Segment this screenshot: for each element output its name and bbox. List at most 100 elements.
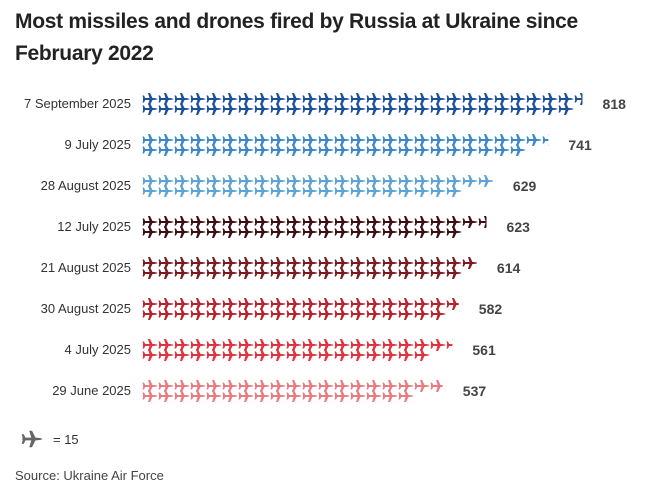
plane-icon bbox=[190, 257, 206, 269]
plane-icon bbox=[334, 144, 350, 156]
plane-icon bbox=[174, 144, 190, 156]
plane-icon bbox=[446, 175, 462, 187]
plane-icon bbox=[398, 216, 414, 228]
plane-icon bbox=[350, 349, 366, 361]
plane-icon bbox=[158, 257, 174, 269]
plane-icon bbox=[446, 144, 462, 156]
plane-icon bbox=[270, 175, 286, 187]
plane-icon bbox=[382, 349, 398, 361]
plane-icon bbox=[206, 93, 222, 105]
plane-icon bbox=[350, 267, 366, 279]
category-label: 4 July 2025 bbox=[65, 342, 132, 357]
plane-icon bbox=[350, 380, 366, 392]
plane-icon bbox=[334, 349, 350, 361]
plane-icon bbox=[398, 298, 414, 310]
plane-icon bbox=[382, 216, 398, 228]
plane-icon bbox=[270, 103, 286, 115]
category-label: 7 September 2025 bbox=[24, 96, 131, 111]
plane-icon bbox=[254, 144, 270, 156]
plane-icon bbox=[190, 380, 206, 392]
plane-icon bbox=[238, 298, 254, 310]
plane-icon bbox=[142, 390, 158, 402]
value-label: 623 bbox=[507, 219, 531, 235]
plane-icon bbox=[494, 144, 510, 156]
plane-icon bbox=[446, 257, 462, 269]
plane-icon bbox=[558, 93, 574, 105]
plane-icon bbox=[206, 267, 222, 279]
plane-icon bbox=[270, 93, 286, 105]
plane-icon bbox=[190, 339, 206, 351]
plane-icon bbox=[238, 216, 254, 228]
plane-icon bbox=[206, 103, 222, 115]
plane-icon bbox=[430, 298, 446, 310]
plane-icon bbox=[254, 390, 270, 402]
plane-icon bbox=[510, 93, 526, 105]
plane-icon bbox=[174, 93, 190, 105]
plane-icon bbox=[462, 216, 478, 228]
plane-icon bbox=[222, 308, 238, 320]
plane-icon bbox=[174, 308, 190, 320]
plane-icon bbox=[174, 267, 190, 279]
plane-icon bbox=[366, 185, 382, 197]
plane-icon bbox=[158, 134, 174, 146]
plane-icon bbox=[190, 298, 206, 310]
plane-icon bbox=[238, 185, 254, 197]
plane-icon bbox=[414, 103, 430, 115]
plane-icon bbox=[398, 226, 414, 238]
plane-icon bbox=[366, 380, 382, 392]
plane-icon bbox=[382, 103, 398, 115]
plane-icon bbox=[238, 390, 254, 402]
plane-icon bbox=[222, 257, 238, 269]
plane-icon bbox=[350, 257, 366, 269]
plane-icon bbox=[350, 185, 366, 197]
plane-icon bbox=[334, 134, 350, 146]
plane-icon bbox=[206, 380, 222, 392]
plane-icon bbox=[446, 134, 462, 146]
plane-icon bbox=[334, 185, 350, 197]
plane-icon bbox=[446, 93, 462, 105]
plane-icon bbox=[494, 103, 510, 115]
plane-icon bbox=[286, 339, 302, 351]
plane-icon bbox=[206, 349, 222, 361]
plane-icon bbox=[190, 226, 206, 238]
plane-icon bbox=[270, 390, 286, 402]
plane-icon bbox=[158, 267, 174, 279]
plane-icon bbox=[382, 144, 398, 156]
plane-icon bbox=[398, 175, 414, 187]
plane-icon bbox=[302, 103, 318, 115]
plane-icon bbox=[430, 103, 446, 115]
plane-icon bbox=[206, 144, 222, 156]
plane-icon bbox=[398, 185, 414, 197]
plane-icon bbox=[430, 267, 446, 279]
plane-icon bbox=[446, 298, 459, 310]
plane-icon bbox=[302, 349, 318, 361]
plane-icon bbox=[174, 380, 190, 392]
plane-icon bbox=[142, 144, 158, 156]
plane-icon bbox=[286, 93, 302, 105]
plane-icon bbox=[414, 93, 430, 105]
category-label: 12 July 2025 bbox=[57, 219, 131, 234]
plane-icon bbox=[206, 185, 222, 197]
plane-icon bbox=[142, 339, 158, 351]
plane-icon bbox=[174, 390, 190, 402]
plane-icon bbox=[414, 339, 430, 351]
plane-icon bbox=[318, 380, 334, 392]
bar-row: 12 July 2025 623 bbox=[57, 216, 530, 238]
plane-icon bbox=[142, 226, 158, 238]
plane-icon bbox=[238, 339, 254, 351]
plane-icon bbox=[446, 226, 462, 238]
plane-icon bbox=[366, 134, 382, 146]
plane-icon bbox=[478, 134, 494, 146]
category-label: 21 August 2025 bbox=[41, 260, 131, 275]
plane-icon bbox=[382, 134, 398, 146]
plane-icon bbox=[286, 185, 302, 197]
plane-icon bbox=[270, 267, 286, 279]
bar-row: 7 September 2025 818 bbox=[24, 93, 626, 115]
plane-icon bbox=[254, 93, 270, 105]
plane-icon bbox=[382, 380, 398, 392]
plane-icon bbox=[462, 93, 478, 105]
plane-icon bbox=[350, 390, 366, 402]
plane-icon bbox=[254, 308, 270, 320]
plane-icon bbox=[558, 103, 574, 115]
